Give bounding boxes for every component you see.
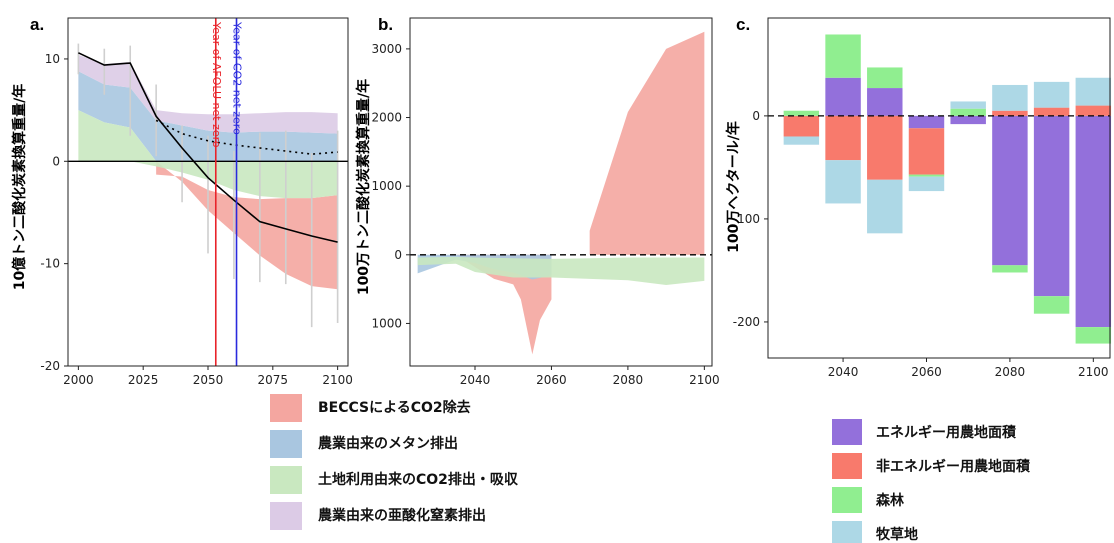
- bar-energy_area: [1033, 115, 1070, 297]
- bar-energy_area: [950, 115, 986, 125]
- legend-label: 農業由来の亜酸化窒素排出: [318, 507, 486, 524]
- area-beccs: [156, 161, 338, 290]
- y-tick-label: 2000: [371, 111, 402, 125]
- net-emissions-line: [78, 52, 338, 243]
- bar-pasture: [867, 179, 903, 234]
- bar-energy_area: [1075, 115, 1112, 328]
- legend-label: 農業由来のメタン排出: [318, 435, 458, 452]
- bar-pasture: [1075, 77, 1112, 106]
- bar-forest: [867, 67, 903, 89]
- panel-c: c. 2040 2060 2080 2100 0 -100 -200 100万ヘクタール/年: [725, 15, 1112, 379]
- legend-label: 土地利用由来のCO2排出・吸収: [318, 471, 519, 488]
- vline-label-0: Year of AFOLU net zero: [210, 21, 223, 148]
- bar-nonenergy_area: [908, 128, 945, 175]
- area-n2o: [78, 54, 338, 134]
- bar-nonenergy_area: [867, 115, 903, 180]
- bar-forest: [950, 108, 986, 116]
- legend-label: 牧草地: [876, 526, 918, 543]
- bar-forest: [1075, 327, 1112, 344]
- x-tick-label: 2100: [1078, 365, 1109, 379]
- bar-forest: [783, 110, 820, 116]
- panel-b: b. 2040 2060 2080 2100 3000 2000 1000 0 1000 100…: [355, 15, 720, 387]
- bar-pasture: [1033, 81, 1070, 108]
- panel-b-ylabel: 100万トン二酸化炭素換算重量/年: [355, 79, 372, 295]
- x-tick-label: 2025: [128, 373, 159, 387]
- x-tick-label: 2100: [322, 373, 353, 387]
- legend-swatch-pasture: [832, 521, 862, 543]
- bar-nonenergy_area: [783, 115, 820, 137]
- bar-pasture: [825, 160, 861, 204]
- legend-label: 非エネルギー用農地面積: [876, 458, 1031, 475]
- legend-label: 森林: [876, 492, 904, 509]
- y-tick-label: -20: [40, 359, 60, 373]
- x-tick-label: 2080: [613, 373, 644, 387]
- panel-a-ylabel: 10億トン二酸化炭素換算重量/年: [11, 84, 28, 291]
- y-tick-label: -10: [40, 257, 60, 271]
- bar-forest: [825, 34, 861, 78]
- x-tick-label: 2050: [193, 373, 224, 387]
- vline-label-1: Year of CO2 net zero: [231, 21, 244, 135]
- x-tick-label: 2080: [995, 365, 1026, 379]
- bar-forest: [1033, 296, 1070, 314]
- panel-a: a. Year of AFOLU net zero Year of CO2 net…: [11, 15, 353, 387]
- bar-nonenergy_area: [1075, 105, 1112, 116]
- area-luc: [78, 110, 338, 199]
- y-tick-label: 1000: [371, 179, 402, 193]
- panel-b-letter: b.: [378, 15, 393, 34]
- bar-energy_area: [867, 88, 903, 116]
- panel-b-frame: [409, 17, 713, 367]
- y-tick-label: 0: [52, 154, 60, 168]
- y-tick-label: -100: [733, 212, 760, 226]
- x-tick-label: 2040: [828, 365, 859, 379]
- x-tick-label: 2075: [258, 373, 289, 387]
- bar-pasture: [783, 136, 820, 145]
- bar-forest: [992, 265, 1028, 273]
- x-tick-label: 2060: [911, 365, 942, 379]
- area-beccs: [455, 31, 705, 355]
- legend-label: エネルギー用農地面積: [876, 424, 1017, 441]
- bar-energy_area: [908, 115, 945, 129]
- x-tick-label: 2040: [460, 373, 491, 387]
- area-luc: [417, 256, 705, 286]
- legend-swatch-nonenergy_area: [832, 453, 862, 479]
- bar-nonenergy_area: [825, 115, 861, 161]
- legend-swatch-forest: [832, 487, 862, 513]
- panel-c-letter: c.: [736, 15, 750, 34]
- bar-pasture: [950, 101, 986, 109]
- y-tick-label: 10: [45, 52, 60, 66]
- legend-label: BECCSによるCO2除去: [318, 399, 471, 416]
- legend-swatch-n2o: [270, 502, 302, 530]
- y-tick-label: 0: [394, 248, 402, 262]
- panel-c-frame: [767, 17, 1111, 359]
- bar-nonenergy_area: [992, 110, 1028, 116]
- bar-energy_area: [992, 115, 1028, 266]
- panel-c-ylabel: 100万ヘクタール/年: [725, 121, 742, 253]
- bar-pasture: [908, 176, 945, 192]
- x-tick-label: 2060: [536, 373, 567, 387]
- bar-pasture: [992, 84, 1028, 111]
- x-tick-label: 2000: [63, 373, 94, 387]
- legend-swatch-beccs: [270, 394, 302, 422]
- y-tick-label: -200: [733, 315, 760, 329]
- y-tick-label: 1000: [371, 316, 402, 330]
- legend-left: BECCSによるCO2除去農業由来のメタン排出土地利用由来のCO2排出・吸収農業…: [270, 394, 519, 530]
- x-tick-label: 2100: [689, 373, 720, 387]
- legend-swatch-ch4: [270, 430, 302, 458]
- bar-forest: [908, 174, 945, 177]
- dotted-line: [155, 119, 338, 155]
- bar-energy_area: [825, 77, 861, 116]
- panel-a-letter: a.: [30, 15, 44, 34]
- area-ch4: [78, 71, 338, 162]
- y-tick-label: 0: [752, 109, 760, 123]
- bar-nonenergy_area: [1033, 107, 1070, 116]
- legend-swatch-luc: [270, 466, 302, 494]
- y-tick-label: 3000: [371, 42, 402, 56]
- legend-swatch-energy_area: [832, 419, 862, 445]
